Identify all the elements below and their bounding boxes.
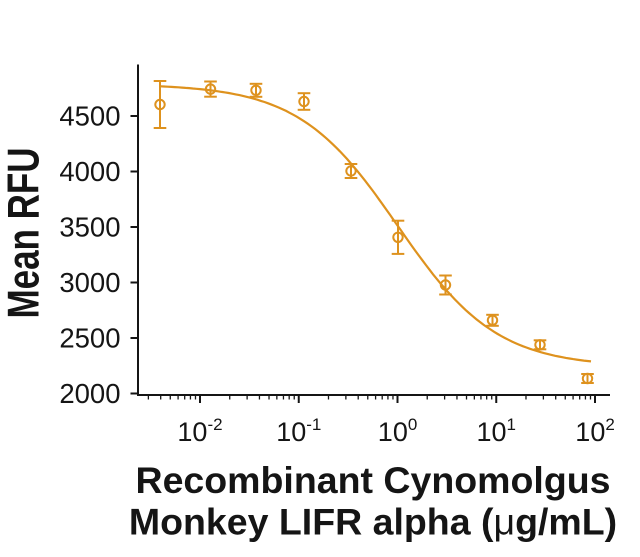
svg-text:2000: 2000: [59, 378, 120, 409]
svg-text:Mean RFU: Mean RFU: [0, 147, 48, 318]
svg-text:4500: 4500: [59, 100, 120, 131]
svg-text:3000: 3000: [59, 267, 120, 298]
svg-text:3500: 3500: [59, 211, 120, 242]
svg-text:Recombinant Cynomolgus: Recombinant Cynomolgus: [135, 459, 610, 501]
svg-text:2500: 2500: [59, 322, 120, 353]
svg-text:Monkey LIFR alpha (μg/mL): Monkey LIFR alpha (μg/mL): [129, 501, 617, 543]
svg-text:4000: 4000: [59, 156, 120, 187]
